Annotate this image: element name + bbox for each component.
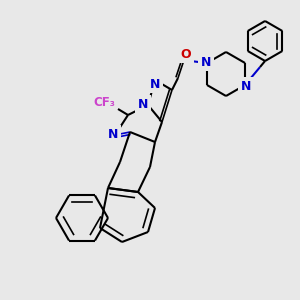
Text: N: N [150,77,160,91]
Text: N: N [108,130,118,140]
Text: N: N [201,56,211,68]
Text: O: O [181,47,191,61]
Text: N: N [138,98,148,110]
Text: N: N [138,98,148,110]
Text: N: N [241,80,251,92]
Text: CF₃: CF₃ [96,98,116,108]
Text: N: N [108,128,118,142]
Text: N: N [201,56,211,68]
Text: N: N [150,79,160,89]
Text: N: N [108,128,118,140]
Text: N: N [150,77,160,91]
Text: N: N [138,99,148,109]
Text: O: O [181,49,191,62]
Text: N: N [241,80,251,92]
Text: CF₃: CF₃ [93,97,115,110]
